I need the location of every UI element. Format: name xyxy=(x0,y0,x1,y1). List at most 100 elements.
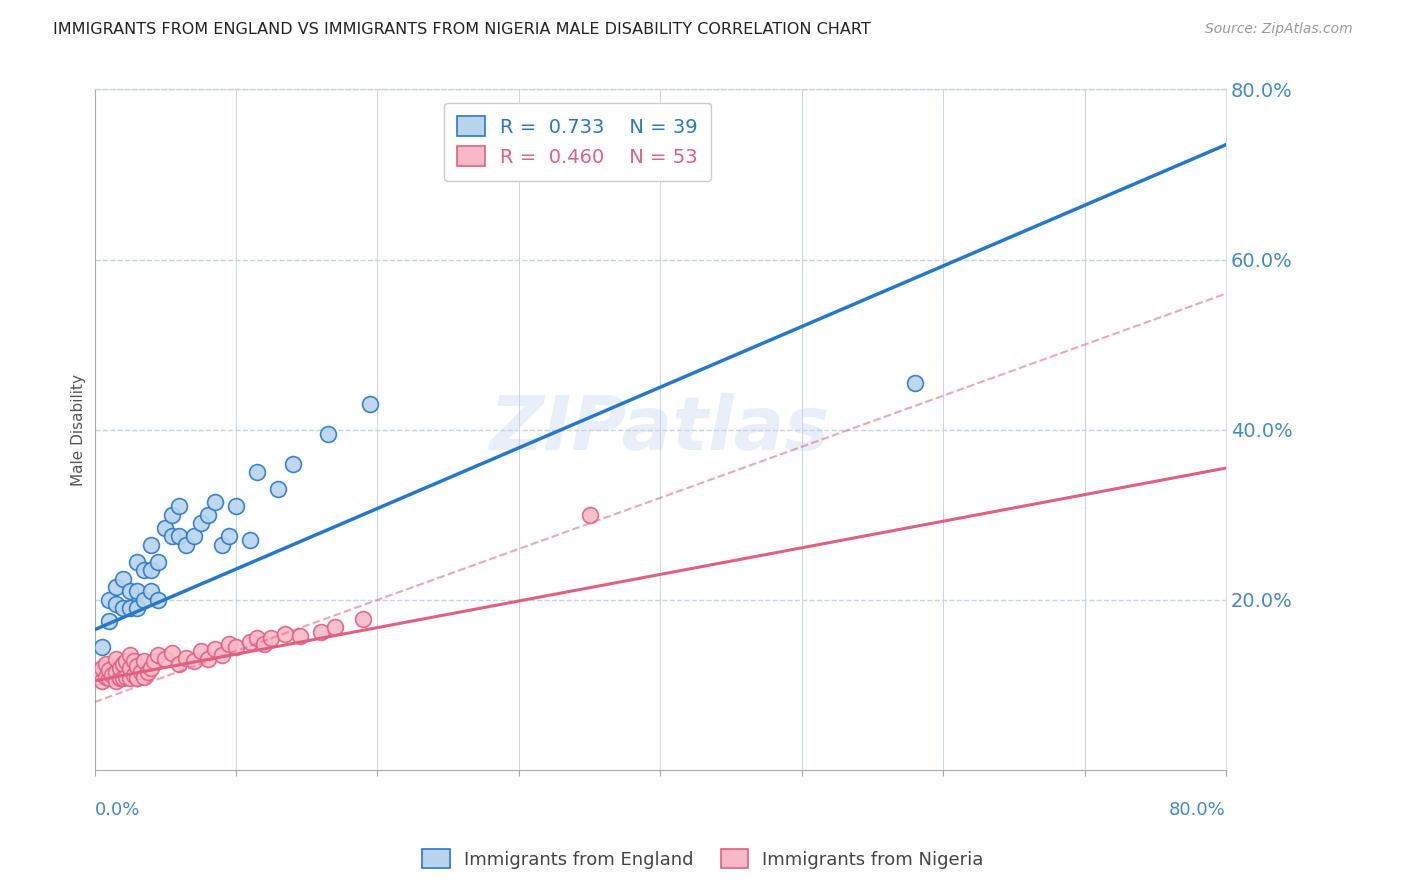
Point xyxy=(316,427,339,442)
Point xyxy=(108,661,131,675)
Legend: Immigrants from England, Immigrants from Nigeria: Immigrants from England, Immigrants from… xyxy=(415,842,991,876)
Point xyxy=(125,671,148,685)
Point xyxy=(190,644,212,658)
Point xyxy=(104,580,127,594)
Point xyxy=(90,640,112,654)
Y-axis label: Male Disability: Male Disability xyxy=(72,374,86,486)
Point xyxy=(148,555,170,569)
Point xyxy=(281,457,304,471)
Text: Source: ZipAtlas.com: Source: ZipAtlas.com xyxy=(1205,22,1353,37)
Point xyxy=(359,397,381,411)
Point xyxy=(97,663,120,677)
Point xyxy=(125,601,148,615)
Point xyxy=(118,648,141,663)
Point xyxy=(97,614,120,628)
Text: ZIPatlas: ZIPatlas xyxy=(491,393,831,467)
Point xyxy=(90,673,112,688)
Point xyxy=(125,584,148,599)
Point xyxy=(904,376,927,390)
Point xyxy=(225,500,247,514)
Point xyxy=(169,657,191,671)
Point xyxy=(155,520,177,534)
Point xyxy=(114,654,136,668)
Point xyxy=(139,538,162,552)
Point xyxy=(148,648,170,663)
Point xyxy=(111,657,134,671)
Point xyxy=(83,665,105,680)
Point xyxy=(111,572,134,586)
Point xyxy=(267,483,290,497)
Point xyxy=(90,661,112,675)
Point xyxy=(162,646,184,660)
Point xyxy=(139,584,162,599)
Point xyxy=(132,593,155,607)
Point xyxy=(118,601,141,615)
Point xyxy=(111,601,134,615)
Point xyxy=(323,620,346,634)
Point xyxy=(94,657,117,671)
Point xyxy=(352,612,374,626)
Point xyxy=(100,668,122,682)
Point xyxy=(218,529,240,543)
Point xyxy=(122,654,145,668)
Point xyxy=(246,465,269,479)
Point xyxy=(190,516,212,531)
Point xyxy=(183,529,205,543)
Point xyxy=(204,642,226,657)
Point xyxy=(239,533,262,548)
Point xyxy=(162,529,184,543)
Point xyxy=(253,637,276,651)
Point xyxy=(148,593,170,607)
Point xyxy=(197,508,219,522)
Point xyxy=(225,640,247,654)
Point xyxy=(97,671,120,685)
Point xyxy=(578,508,600,522)
Point xyxy=(132,654,155,668)
Point xyxy=(122,668,145,682)
Point xyxy=(176,650,198,665)
Text: 0.0%: 0.0% xyxy=(94,801,141,819)
Point xyxy=(274,627,297,641)
Point xyxy=(162,508,184,522)
Point xyxy=(183,654,205,668)
Point xyxy=(136,665,159,680)
Point xyxy=(114,669,136,683)
Point xyxy=(118,584,141,599)
Point xyxy=(288,629,311,643)
Point xyxy=(204,495,226,509)
Point xyxy=(211,648,233,663)
Point xyxy=(104,673,127,688)
Point xyxy=(97,593,120,607)
Point xyxy=(104,665,127,680)
Legend: R =  0.733    N = 39, R =  0.460    N = 53: R = 0.733 N = 39, R = 0.460 N = 53 xyxy=(444,103,711,180)
Point xyxy=(104,652,127,666)
Point xyxy=(132,669,155,683)
Point xyxy=(211,538,233,552)
Point xyxy=(125,555,148,569)
Point xyxy=(246,631,269,645)
Point xyxy=(104,597,127,611)
Point xyxy=(86,669,108,683)
Point xyxy=(218,637,240,651)
Point xyxy=(143,654,166,668)
Point xyxy=(118,671,141,685)
Point xyxy=(139,661,162,675)
Point xyxy=(118,661,141,675)
Point xyxy=(169,529,191,543)
Point xyxy=(197,652,219,666)
Point xyxy=(125,659,148,673)
Text: IMMIGRANTS FROM ENGLAND VS IMMIGRANTS FROM NIGERIA MALE DISABILITY CORRELATION C: IMMIGRANTS FROM ENGLAND VS IMMIGRANTS FR… xyxy=(53,22,872,37)
Point xyxy=(176,538,198,552)
Point xyxy=(94,669,117,683)
Text: 80.0%: 80.0% xyxy=(1170,801,1226,819)
Point xyxy=(129,665,152,680)
Point xyxy=(260,631,283,645)
Point xyxy=(139,563,162,577)
Point xyxy=(111,671,134,685)
Point xyxy=(108,671,131,685)
Point xyxy=(155,652,177,666)
Point xyxy=(239,635,262,649)
Point xyxy=(309,625,332,640)
Point xyxy=(169,500,191,514)
Point xyxy=(132,563,155,577)
